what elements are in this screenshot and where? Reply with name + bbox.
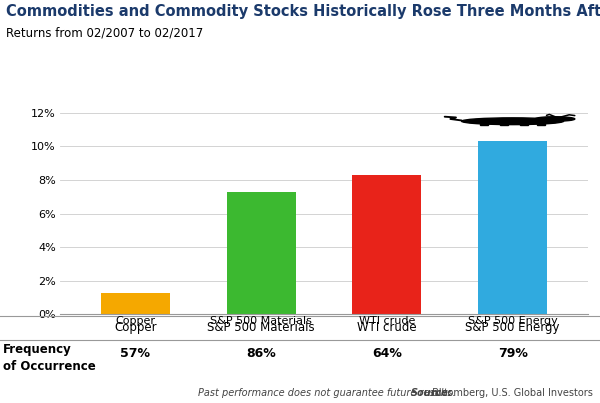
Text: Copper: Copper — [115, 316, 155, 326]
Bar — [500, 121, 508, 125]
Bar — [101, 293, 170, 314]
Text: Bloomberg, U.S. Global Investors: Bloomberg, U.S. Global Investors — [429, 388, 593, 398]
Bar — [352, 175, 421, 314]
Text: Commodities and Commodity Stocks Historically Rose Three Months After PMI “Cross: Commodities and Commodity Stocks Histori… — [6, 4, 600, 19]
Bar — [227, 192, 296, 314]
Text: S&P 500 Energy: S&P 500 Energy — [467, 316, 557, 326]
Text: 86%: 86% — [246, 347, 276, 359]
Bar — [537, 121, 545, 125]
Text: Frequency
of Occurrence: Frequency of Occurrence — [3, 343, 96, 372]
Text: WTI crude: WTI crude — [359, 316, 415, 326]
Ellipse shape — [461, 118, 563, 125]
Text: S&P 500 Materials: S&P 500 Materials — [210, 316, 312, 326]
Text: 79%: 79% — [497, 347, 527, 359]
Bar — [481, 121, 488, 125]
Bar — [520, 121, 528, 125]
Text: Past performance does not guarantee future results.: Past performance does not guarantee futu… — [198, 388, 455, 398]
Ellipse shape — [535, 117, 575, 121]
Text: Source:: Source: — [411, 388, 453, 398]
Text: 64%: 64% — [372, 347, 402, 359]
Text: Returns from 02/2007 to 02/2017: Returns from 02/2007 to 02/2017 — [6, 26, 203, 39]
Bar — [478, 141, 547, 314]
Text: 57%: 57% — [121, 347, 151, 359]
